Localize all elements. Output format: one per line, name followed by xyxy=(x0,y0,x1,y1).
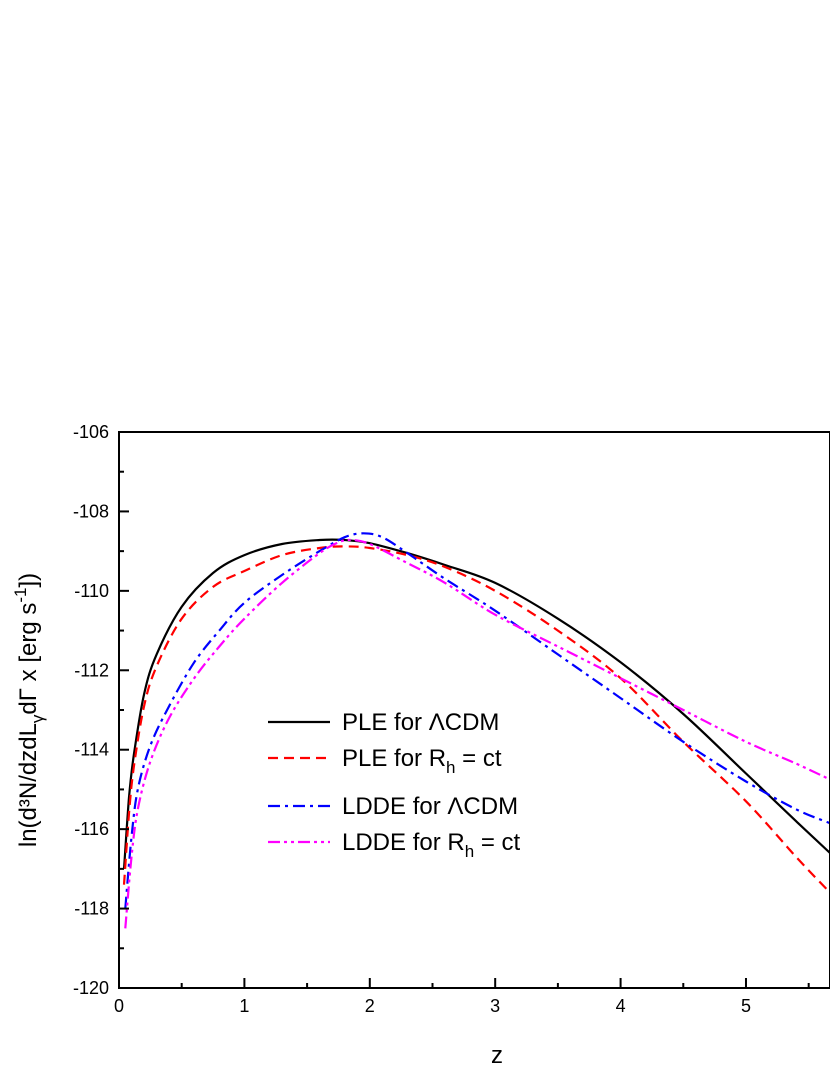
series-lines xyxy=(122,532,830,929)
y-tick-label: -118 xyxy=(74,899,109,919)
y-axis-title-end: ]) xyxy=(15,573,42,588)
legend-label-3: LDDE for ΛCDM xyxy=(342,793,518,820)
y-axis-title-main: ln(d³N/dzdL xyxy=(15,723,42,847)
y-tick-label: -112 xyxy=(74,660,109,680)
y-tick-label: -114 xyxy=(74,740,109,760)
y-axis: -120 -118 -116 -114 -112 -110 -108 -106 xyxy=(73,422,129,998)
plot-area: 0 1 2 3 4 5 -120 -118 -116 -114 -112 -110 -108 -106 xyxy=(73,422,830,1016)
x-tick-label: 2 xyxy=(365,996,375,1016)
legend: PLE for ΛCDM PLE for Rh = ct LDDE for ΛCDM… xyxy=(268,709,521,861)
y-axis-title-sup: -1 xyxy=(11,588,30,603)
x-tick-label: 5 xyxy=(741,996,751,1016)
x-tick-label: 1 xyxy=(239,996,249,1016)
x-tick-label: 0 xyxy=(114,996,124,1016)
x-tick-label: 4 xyxy=(616,996,626,1016)
series-line-4 xyxy=(124,538,830,929)
y-axis-title: ln(d³N/dzdLγdΓ x [erg s-1]) xyxy=(11,573,47,847)
y-tick-label: -116 xyxy=(74,819,109,839)
y-axis-title-sub: γ xyxy=(28,714,47,723)
x-tick-label: 3 xyxy=(490,996,500,1016)
x-axis-title: z xyxy=(491,1042,503,1069)
series-line-3 xyxy=(124,532,830,909)
y-tick-label: -108 xyxy=(73,501,109,521)
y-tick-label: -120 xyxy=(73,978,109,998)
series-line-2 xyxy=(122,545,830,894)
legend-label-1: PLE for ΛCDM xyxy=(342,709,499,736)
y-axis-title-mid: dΓ x [erg s xyxy=(15,603,42,715)
legend-label-4: LDDE for Rh = ct xyxy=(342,829,521,861)
legend-label-2: PLE for Rh = ct xyxy=(342,745,502,777)
x-axis: 0 1 2 3 4 5 xyxy=(114,978,810,1016)
y-tick-label: -106 xyxy=(73,422,109,442)
y-tick-label: -110 xyxy=(74,581,109,601)
